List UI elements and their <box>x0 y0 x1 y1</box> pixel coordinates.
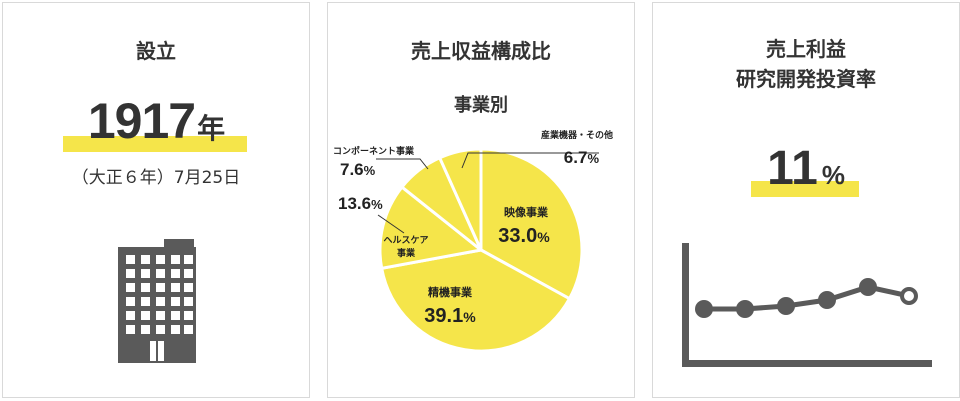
revenue-title: 売上収益構成比 <box>411 39 551 63</box>
founding-year: 1917年 <box>3 91 309 159</box>
pie-value-healthcare: 13.6% <box>338 194 383 213</box>
revenue-card: 売上収益構成比 事業別 映像事業 33.0% 精機事業 39.1% ヘルスケア事業 13.… <box>327 2 635 398</box>
pie-value-component: 7.6% <box>340 160 376 179</box>
pie-slice <box>479 147 584 301</box>
pie-label-component: コンポーネント事業 <box>333 145 415 156</box>
founding-year-unit: 年 <box>197 113 225 144</box>
founding-year-value: 1917 <box>87 93 196 149</box>
pie-label-healthcare-1: ヘルスケア <box>383 235 428 245</box>
rnd-value-unit: % <box>821 160 845 190</box>
pie-leader-healthcare <box>377 214 405 234</box>
pie-label-healthcare-2: 事業 <box>397 247 416 258</box>
pie-slice <box>379 248 572 353</box>
pie-slice <box>378 184 485 271</box>
line-chart-icon <box>682 243 932 367</box>
founding-title: 設立 <box>136 39 176 63</box>
rnd-value: 11% <box>653 141 959 203</box>
founding-card: 設立 1917年 （大正６年）7月25日 <box>2 2 310 398</box>
pie-leader-industrial <box>461 152 599 169</box>
pie-leader-component <box>376 158 429 170</box>
building-icon <box>118 239 196 363</box>
pie-value-precision: 39.1% <box>424 305 476 327</box>
rnd-title-line2: 研究開発投資率 <box>736 67 876 91</box>
pie-label-industrial: 産業機器・その他 <box>541 129 613 140</box>
rnd-title-line1: 売上利益 <box>766 37 846 61</box>
rnd-value-number: 11 <box>767 142 818 195</box>
rnd-highlight <box>751 181 859 197</box>
pie-label-precision: 精機事業 <box>428 285 473 299</box>
pie-value-industrial: 6.7% <box>564 148 600 167</box>
pie-slice <box>437 147 483 251</box>
year-highlight <box>63 136 247 152</box>
rnd-card: 売上利益 研究開発投資率 11% <box>652 2 960 398</box>
pie-value-imaging: 33.0% <box>498 225 550 247</box>
revenue-subtitle: 事業別 <box>454 95 508 116</box>
pie-label-imaging: 映像事業 <box>504 205 549 219</box>
founding-era-date: （大正６年）7月25日 <box>71 168 241 188</box>
